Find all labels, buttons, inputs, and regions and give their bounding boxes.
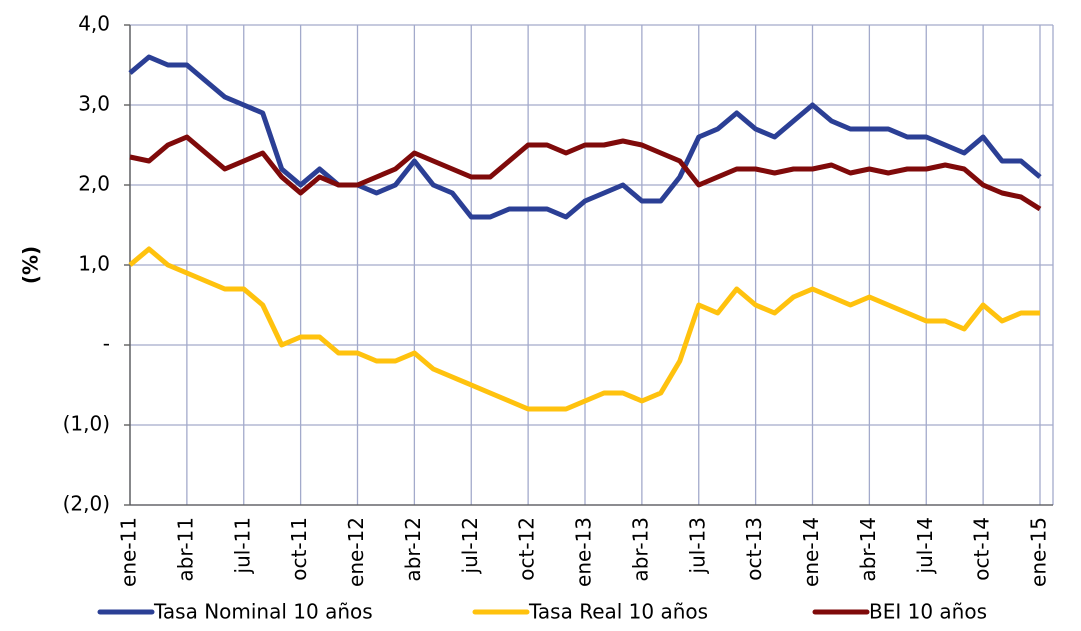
x-tick-label: oct-14 [970, 517, 994, 581]
x-tick-label: abr-13 [628, 517, 652, 582]
x-tick-label: oct-11 [287, 517, 311, 581]
x-tick-label: jul-11 [230, 517, 254, 574]
series-line [129, 134, 1042, 212]
x-tick-label: jul-14 [913, 517, 937, 574]
x-tick-label: jul-13 [685, 517, 709, 574]
y-tick-label: 1,0 [78, 252, 110, 276]
y-tick-label: 4,0 [78, 12, 110, 36]
legend-label: Tasa Nominal 10 años [153, 600, 373, 624]
y-axis-label: (%) [19, 246, 43, 284]
x-tick-label: ene-13 [572, 517, 596, 587]
legend-label: Tasa Real 10 años [528, 600, 708, 624]
x-tick-label: jul-12 [458, 517, 482, 574]
y-tick-label: 3,0 [78, 92, 110, 116]
x-tick-label: oct-12 [515, 517, 539, 581]
x-tick-label: ene-15 [1027, 517, 1051, 587]
y-tick-label: (1,0) [63, 412, 110, 436]
series-line [128, 54, 1042, 220]
x-tick-label: abr-12 [401, 517, 425, 582]
y-tick-label: - [103, 332, 110, 356]
x-tick-label: abr-11 [173, 517, 197, 582]
x-tick-label: ene-14 [799, 517, 823, 587]
series-line [128, 246, 1040, 412]
x-tick-label: abr-14 [856, 517, 880, 582]
x-tick-label: ene-11 [117, 517, 141, 587]
x-tick-label: ene-12 [344, 517, 368, 587]
legend-label: BEI 10 años [869, 600, 987, 624]
y-tick-label: (2,0) [63, 492, 110, 516]
y-tick-label: 2,0 [78, 172, 110, 196]
x-tick-label: oct-13 [742, 517, 766, 581]
